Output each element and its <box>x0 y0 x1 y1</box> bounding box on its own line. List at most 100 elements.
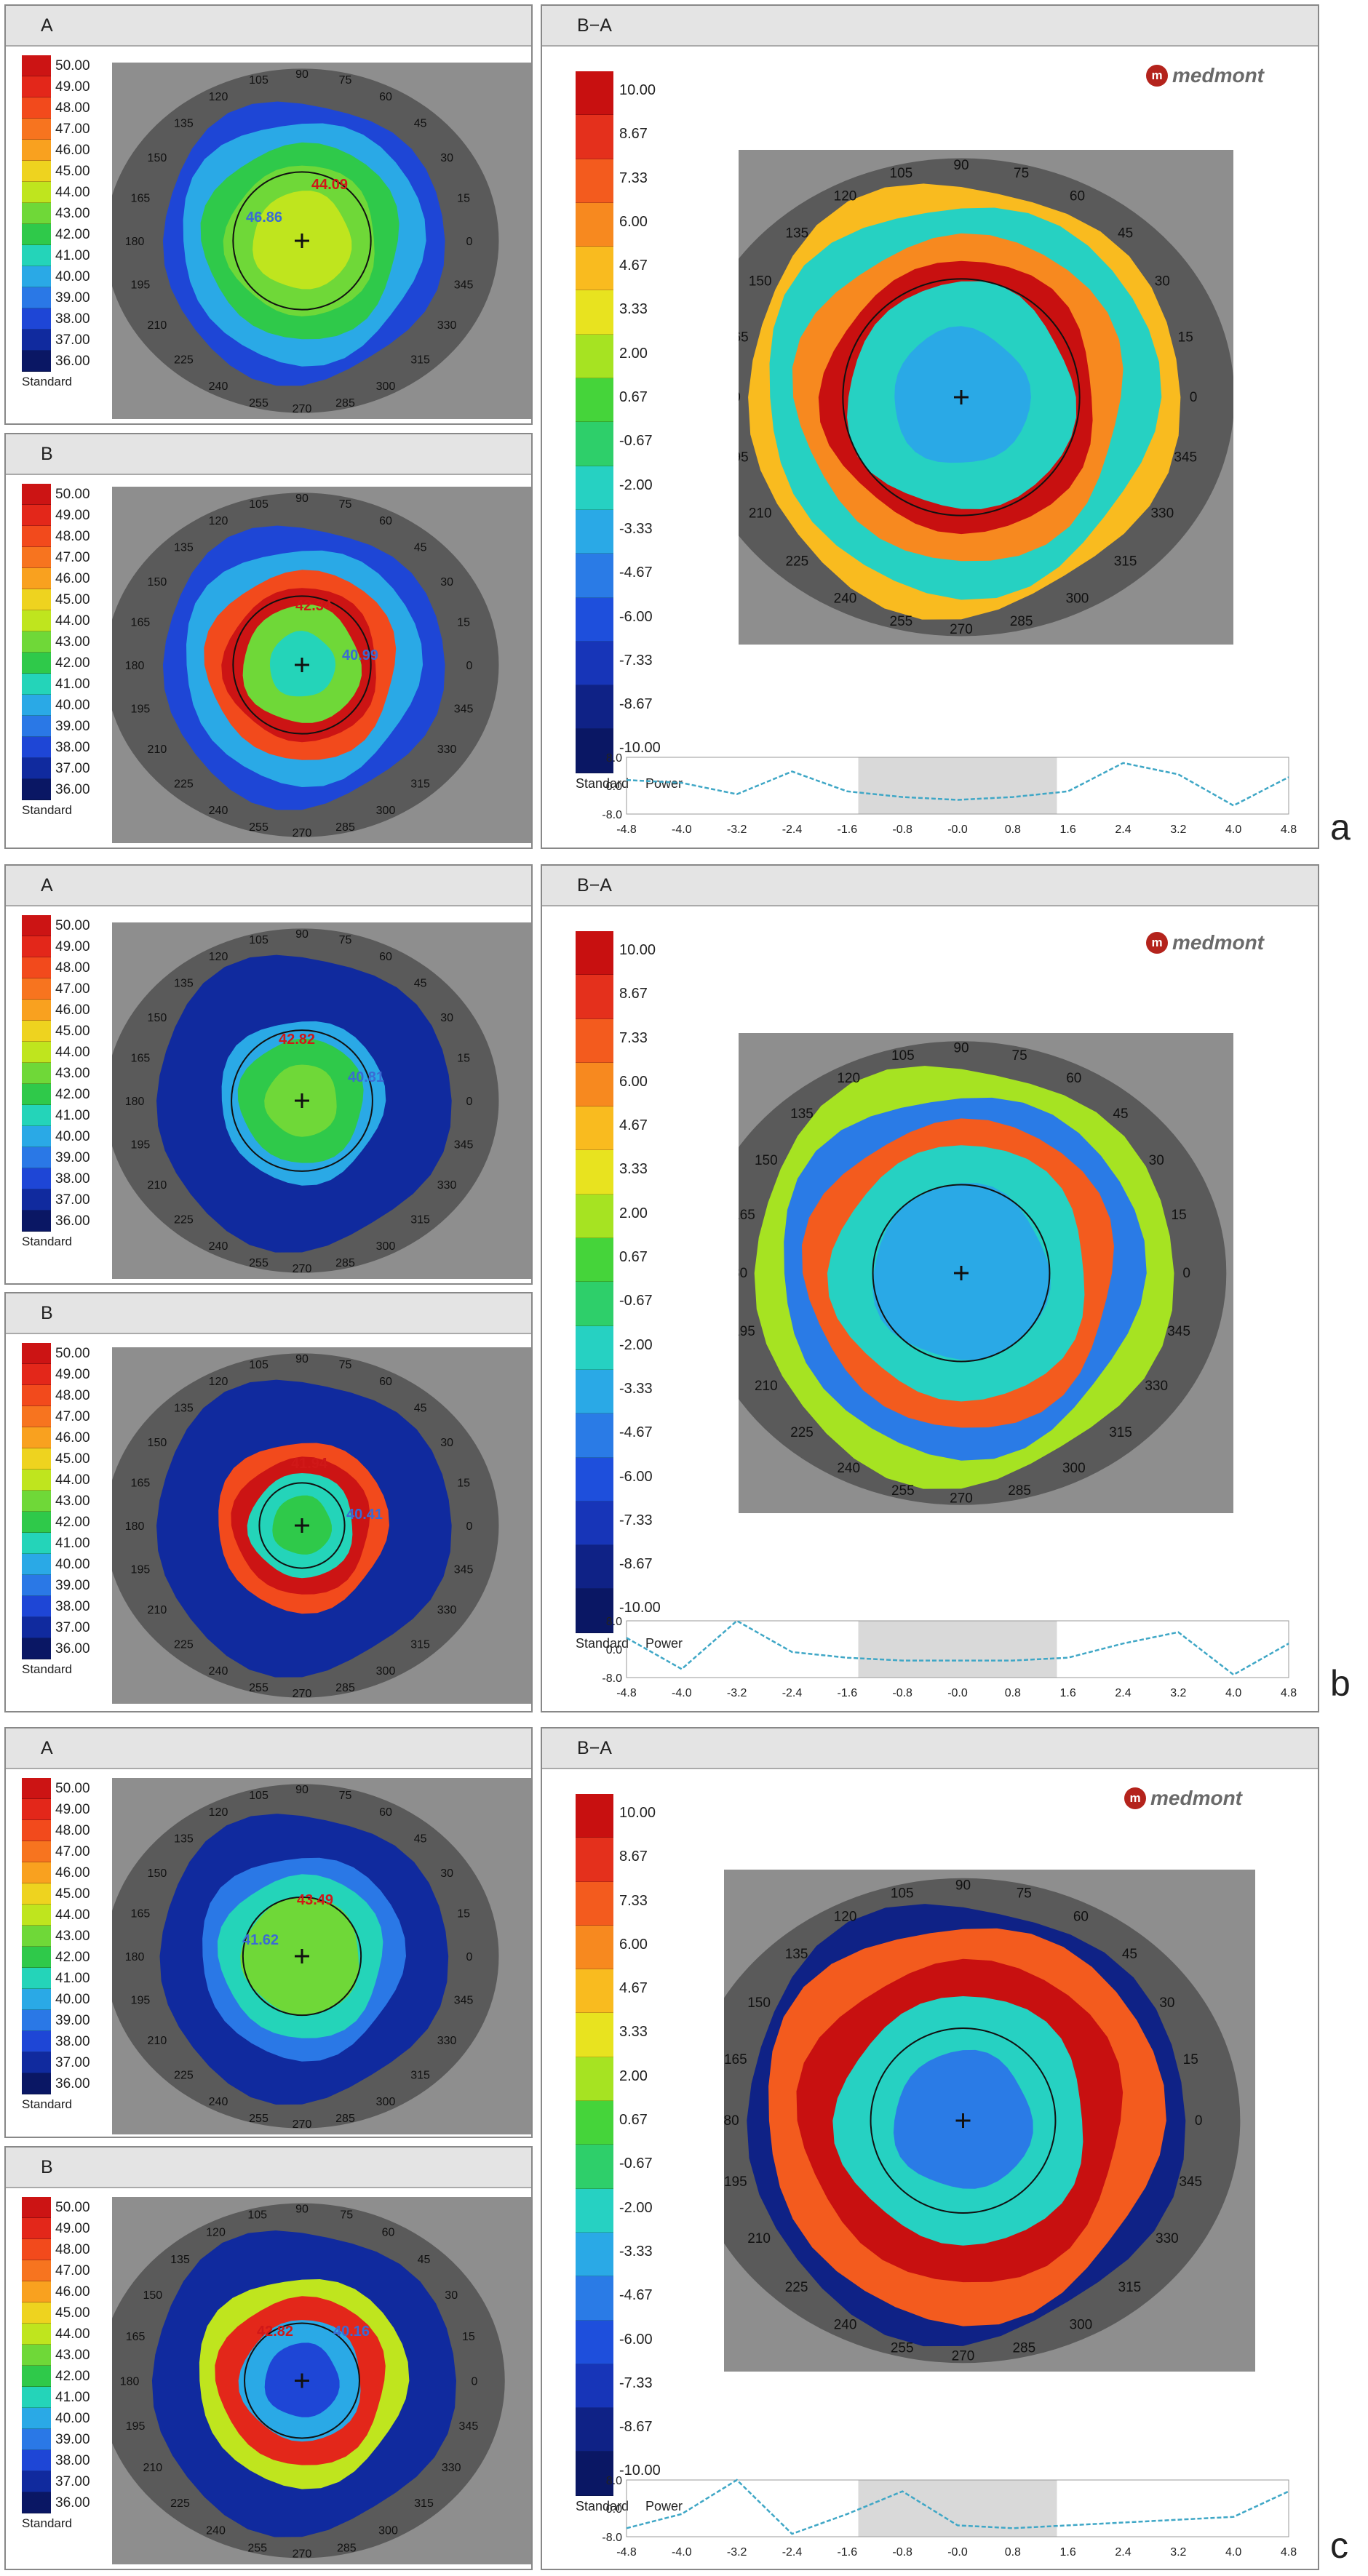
scale-label: 37.00 <box>55 1192 90 1208</box>
angle-label: 345 <box>454 279 474 292</box>
scale-label: 47.00 <box>55 2263 90 2278</box>
scale-label: 44.00 <box>55 1907 90 1923</box>
color-scale: 50.00 49.00 48.00 47.00 46.00 45.00 44.00 43.00… <box>22 2197 124 2530</box>
scale-row: 45.00 <box>22 1448 124 1470</box>
scale-row: 46.00 <box>22 140 124 161</box>
topography-map: 90 105 120 135 150 165 180 195 210 225 240 255 270 28… <box>112 922 531 1279</box>
scale-swatch <box>576 1194 613 1239</box>
profile-x-tick: 4.0 <box>1225 1687 1241 1699</box>
angle-label: 45 <box>414 117 427 129</box>
angle-label: 300 <box>376 2096 396 2108</box>
angle-label: 15 <box>457 617 470 629</box>
angle-label: 0 <box>466 660 472 672</box>
scale-row: 42.00 <box>22 1512 124 1533</box>
scale-label: 39.00 <box>55 719 90 734</box>
scale-row: -6.00 <box>576 2320 699 2364</box>
profile-curve <box>626 1619 1289 1676</box>
scale-label: 44.00 <box>55 1045 90 1060</box>
scale-row: 47.00 <box>22 978 124 1000</box>
map-value-red: 41.94 <box>291 1456 328 1472</box>
angle-label: 195 <box>131 1995 151 2007</box>
scale-label: 4.67 <box>619 1117 648 1134</box>
angle-label: 315 <box>410 1214 430 1227</box>
panel-title: B <box>41 2157 53 2177</box>
angle-label: 120 <box>209 515 228 527</box>
angle-label: 285 <box>335 821 355 834</box>
angle-label: 210 <box>148 1179 167 1192</box>
scale-label: 48.00 <box>55 2242 90 2257</box>
scale-label: -2.00 <box>619 1336 653 1353</box>
scale-swatch <box>576 290 613 335</box>
angle-label: 165 <box>131 193 151 205</box>
scale-row: 48.00 <box>22 957 124 978</box>
angle-label: 30 <box>1159 1995 1174 2011</box>
angle-label: 315 <box>410 1639 430 1651</box>
angle-label: 225 <box>174 354 194 367</box>
profile-curve <box>626 762 1289 807</box>
scale-swatch <box>22 55 51 76</box>
angle-label: 150 <box>143 2289 162 2302</box>
scale-label: 44.00 <box>55 613 90 629</box>
angle-label: 345 <box>454 1564 474 1576</box>
angle-label: 120 <box>209 1376 228 1388</box>
scale-swatch <box>22 1084 51 1105</box>
scale-swatch <box>22 1883 51 1905</box>
angle-label: 150 <box>148 1867 167 1880</box>
scale-row: 48.00 <box>22 97 124 119</box>
angle-label: 90 <box>955 1878 971 1893</box>
scale-row: 49.00 <box>22 2218 124 2239</box>
scale-power-label: Power <box>645 1635 683 1651</box>
angle-label: 90 <box>295 928 309 941</box>
angle-label: 330 <box>437 319 457 332</box>
scale-swatch <box>22 1021 51 1042</box>
scale-swatch <box>576 1969 613 2014</box>
scale-label: 37.00 <box>55 761 90 776</box>
scale-row: 44.00 <box>22 610 124 631</box>
angle-label: 60 <box>379 91 392 103</box>
scale-swatch <box>22 1126 51 1147</box>
scale-row: 49.00 <box>22 1799 124 1820</box>
profile-frame <box>626 1620 1289 1678</box>
scale-swatch <box>22 1427 51 1448</box>
profile-frame <box>626 757 1289 815</box>
scale-label: 50.00 <box>55 58 90 73</box>
scale-row: 46.00 <box>22 2281 124 2302</box>
scale-row: 42.00 <box>22 653 124 674</box>
scale-swatch <box>576 729 613 773</box>
scale-row: 50.00 <box>22 1778 124 1799</box>
scale-label: 7.33 <box>619 1892 648 1909</box>
angle-label: 270 <box>293 827 312 840</box>
scale-swatch <box>22 161 51 182</box>
scale-label: 38.00 <box>55 2034 90 2049</box>
scale-row: 7.33 <box>576 159 699 203</box>
scale-swatch <box>576 509 613 554</box>
angle-label: 135 <box>174 1833 194 1845</box>
profile-y-tick: 8.0 <box>606 2475 622 2487</box>
scale-row: -4.67 <box>576 1413 699 1458</box>
map-panel-a-top: A 50.00 49.00 48.00 47.00 46.00 45.00 44.00 43.… <box>4 4 533 425</box>
angle-label: 225 <box>174 2070 194 2082</box>
scale-swatch <box>22 1638 51 1659</box>
angle-label: 150 <box>148 152 167 164</box>
map-panel-a-bottom: A 50.00 49.00 48.00 47.00 46.00 45.00 44.00 43.… <box>4 1727 533 2138</box>
angle-label: 195 <box>126 2420 146 2433</box>
angle-label: 75 <box>339 498 352 511</box>
color-scale: 50.00 49.00 48.00 47.00 46.00 45.00 44.00 43.00… <box>22 55 124 388</box>
scale-label: 47.00 <box>55 1409 90 1424</box>
scale-swatch <box>22 1105 51 1126</box>
scale-row: 37.00 <box>22 2471 124 2492</box>
angle-label: 255 <box>247 2542 267 2554</box>
angle-label: 105 <box>891 1048 915 1064</box>
angle-label: 135 <box>174 1402 194 1414</box>
scale-row: 6.00 <box>576 1062 699 1107</box>
profile-x-tick: -4.0 <box>672 1687 692 1699</box>
scale-swatch <box>22 1364 51 1385</box>
scale-label: 47.00 <box>55 1844 90 1859</box>
profile-x-tick: -1.6 <box>838 1687 858 1699</box>
angle-label: 300 <box>376 1240 396 1253</box>
angle-label: 90 <box>953 158 969 173</box>
scale-row: 6.00 <box>576 1925 699 1970</box>
panel-title: A <box>41 15 53 36</box>
